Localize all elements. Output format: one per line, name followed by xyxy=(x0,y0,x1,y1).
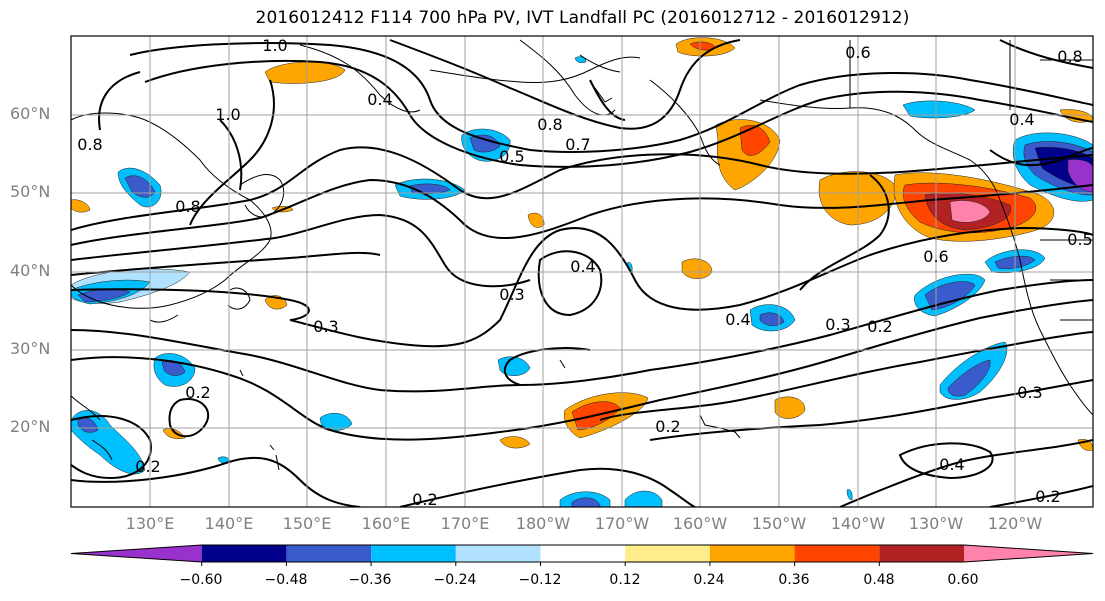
contour-label: 0.8 xyxy=(1057,47,1082,66)
anomaly-shading xyxy=(71,37,1093,507)
lat-label-20n: 20°N xyxy=(10,417,51,436)
contour-label: 0.2 xyxy=(185,383,210,402)
contour-label: 0.6 xyxy=(923,247,948,266)
contour-label: 0.2 xyxy=(655,417,680,436)
contour-labels: 1.0 0.4 0.8 0.6 0.5 0.7 0.8 0.4 0.8 0.6 … xyxy=(77,36,1092,509)
lon-label: 140°E xyxy=(204,514,254,533)
contour-label: 0.4 xyxy=(725,310,750,329)
lon-label: 160°W xyxy=(672,514,728,533)
contour-label: 0.4 xyxy=(570,257,595,276)
contour-label: 0.3 xyxy=(313,317,338,336)
map-border xyxy=(70,35,1094,508)
lon-label: 120°W xyxy=(987,514,1043,533)
contour-label: 0.3 xyxy=(1017,383,1042,402)
contour-label: 0.5 xyxy=(499,147,524,166)
contour-label: 1.0 xyxy=(262,36,287,55)
lat-label-50n: 50°N xyxy=(10,182,51,201)
lon-label: 130°E xyxy=(125,514,175,533)
lon-label: 150°W xyxy=(751,514,807,533)
colorbar-swatch xyxy=(201,545,287,562)
lon-label: 170°W xyxy=(594,514,650,533)
lat-label-40n: 40°N xyxy=(10,261,51,280)
colorbar-tick-label: 0.24 xyxy=(693,572,725,588)
colorbar-swatch xyxy=(540,545,626,562)
colorbar-tick-label: −0.36 xyxy=(348,572,392,588)
contour-label: 0.4 xyxy=(939,455,964,474)
colorbar xyxy=(70,544,1094,566)
contour-label: 0.2 xyxy=(867,317,892,336)
contour-label: 0.4 xyxy=(1009,110,1034,129)
colorbar-tick-label: 0.48 xyxy=(863,572,895,588)
pv-contours xyxy=(71,39,1093,507)
contour-label: 0.8 xyxy=(77,135,102,154)
lon-label: 130°W xyxy=(908,514,964,533)
contour-label: 0.3 xyxy=(499,285,524,304)
colorbar-swatch xyxy=(625,545,710,562)
lon-label: 160°E xyxy=(361,514,411,533)
colorbar-tick-label: −0.12 xyxy=(518,572,562,588)
coastlines xyxy=(71,39,1093,471)
colorbar-swatch xyxy=(286,545,372,562)
contour-label: 0.5 xyxy=(1067,230,1092,249)
contour-label: 0.6 xyxy=(845,43,870,62)
lon-label: 180°W xyxy=(515,514,571,533)
contour-label: 0.3 xyxy=(825,315,850,334)
contour-label: 0.4 xyxy=(367,90,392,109)
colorbar-swatch xyxy=(455,545,541,562)
lon-label: 170°E xyxy=(440,514,490,533)
contour-label: 0.2 xyxy=(412,490,437,509)
colorbar-swatch xyxy=(71,545,202,562)
colorbar-tick-label: −0.48 xyxy=(264,572,308,588)
contour-label: 1.0 xyxy=(215,105,240,124)
map-title: 2016012412 F114 700 hPa PV, IVT Landfall… xyxy=(255,8,910,28)
colorbar-tick-label: 0.60 xyxy=(947,572,979,588)
colorbar-swatch xyxy=(964,545,1093,562)
contour-label: 0.8 xyxy=(537,115,562,134)
colorbar-tick-label: −0.60 xyxy=(179,572,223,588)
graticule xyxy=(71,36,1093,507)
colorbar-swatch xyxy=(794,545,880,562)
colorbar-tick-label: 0.36 xyxy=(778,572,810,588)
colorbar-tick-label: 0.12 xyxy=(609,572,641,588)
contour-label: 0.2 xyxy=(1035,487,1060,506)
lat-label-60n: 60°N xyxy=(10,104,51,123)
lat-label-30n: 30°N xyxy=(10,339,51,358)
colorbar-swatch xyxy=(709,545,795,562)
contour-label: 0.7 xyxy=(565,135,590,154)
colorbar-swatch xyxy=(879,545,964,562)
contour-label: 0.8 xyxy=(175,197,200,216)
colorbar-swatch xyxy=(371,545,456,562)
contour-label: 0.2 xyxy=(135,457,160,476)
lon-label: 140°W xyxy=(830,514,886,533)
lon-label: 150°E xyxy=(282,514,332,533)
colorbar-tick-label: −0.24 xyxy=(433,572,477,588)
